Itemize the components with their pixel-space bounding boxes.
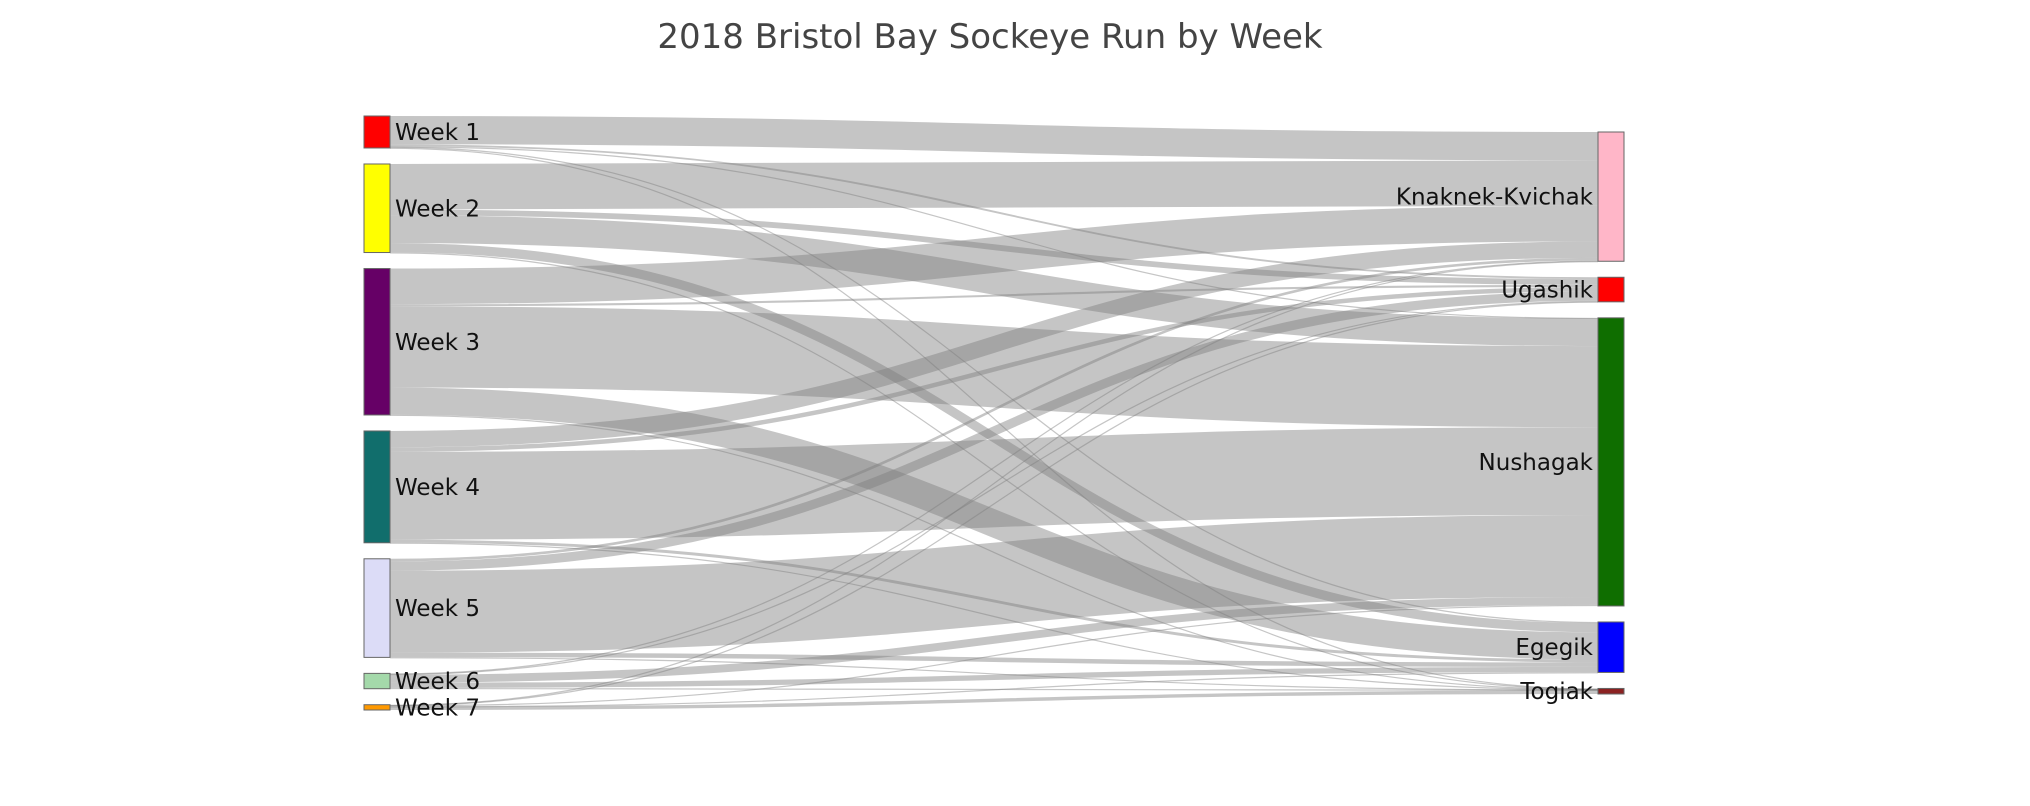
- link-week-6-to-knaknek-kvichak: [389, 260, 1599, 675]
- link-week-6-to-egegik: [389, 666, 1599, 688]
- labels-layer: Week 1 Week 2 Week 3 Week 4 Week 5 Week 6Week…: [395, 120, 1594, 721]
- node-label-week-7: Week 7: [395, 695, 480, 721]
- node-label-ugashik: Ugashik: [1501, 278, 1593, 304]
- node-knaknek-kvichak: [1597, 131, 1625, 262]
- link-week-7-to-egegik: [389, 672, 1599, 708]
- node-week-3: [363, 268, 391, 416]
- link-week-2-to-togiak: [389, 252, 1599, 690]
- links-layer: [389, 116, 1599, 711]
- link-week-6-to-nushagak: [389, 596, 1599, 683]
- chart-title: 2018 Bristol Bay Sockeye Run by Week: [657, 17, 1323, 57]
- link-week-7-to-knaknek-kvichak: [389, 260, 1599, 706]
- link-week-1-to-egegik: [389, 146, 1599, 624]
- link-week-1-to-knaknek-kvichak: [389, 116, 1599, 161]
- node-week-7: [363, 704, 391, 711]
- node-label-nushagak: Nushagak: [1479, 450, 1594, 476]
- node-week-2: [363, 163, 391, 254]
- link-week-5-to-nushagak: [389, 515, 1599, 653]
- link-week-7-to-togiak: [389, 690, 1599, 711]
- link-week-3-to-togiak: [389, 414, 1599, 691]
- nodes-layer: [363, 115, 1625, 711]
- link-week-4-to-nushagak: [389, 427, 1599, 540]
- node-togiak: [1597, 687, 1625, 695]
- node-label-week-1: Week 1: [395, 120, 480, 146]
- node-week-1: [363, 115, 391, 149]
- node-label-week-5: Week 5: [395, 596, 480, 622]
- link-week-2-to-nushagak: [389, 215, 1599, 347]
- link-week-7-to-ugashik: [389, 301, 1599, 707]
- node-nushagak: [1597, 317, 1625, 607]
- link-week-2-to-egegik: [389, 243, 1599, 633]
- link-week-5-to-togiak: [389, 657, 1599, 691]
- node-week-4: [363, 430, 391, 544]
- node-label-togiak: Togiak: [1519, 679, 1593, 705]
- link-week-1-to-togiak: [389, 147, 1599, 690]
- link-week-2-to-ugashik: [389, 209, 1599, 285]
- node-label-egegik: Egegik: [1515, 635, 1593, 661]
- link-week-3-to-ugashik: [389, 284, 1599, 307]
- node-label-week-6: Week 6: [395, 669, 480, 695]
- link-week-6-to-ugashik: [389, 300, 1599, 676]
- link-week-5-to-ugashik: [389, 291, 1599, 571]
- node-week-5: [363, 558, 391, 658]
- link-week-4-to-knaknek-kvichak: [389, 241, 1599, 448]
- link-week-5-to-knaknek-kvichak: [389, 257, 1599, 562]
- link-week-1-to-nushagak: [389, 146, 1599, 320]
- link-week-3-to-egegik: [389, 387, 1599, 660]
- link-week-3-to-knaknek-kvichak: [389, 205, 1599, 305]
- link-week-4-to-togiak: [389, 542, 1599, 691]
- node-ugashik: [1597, 276, 1625, 303]
- link-week-3-to-nushagak: [389, 306, 1599, 428]
- link-week-4-to-ugashik: [389, 287, 1599, 452]
- node-egegik: [1597, 621, 1625, 673]
- link-week-1-to-ugashik: [389, 144, 1599, 280]
- node-week-6: [363, 672, 391, 690]
- node-label-week-2: Week 2: [395, 196, 480, 222]
- link-week-5-to-egegik: [389, 652, 1599, 667]
- link-week-7-to-nushagak: [389, 604, 1599, 707]
- link-week-6-to-togiak: [389, 687, 1599, 691]
- node-label-knaknek-kvichak: Knaknek-Kvichak: [1396, 185, 1594, 211]
- node-label-week-4: Week 4: [395, 475, 480, 501]
- link-week-4-to-egegik: [389, 539, 1599, 663]
- node-label-week-3: Week 3: [395, 330, 480, 356]
- link-week-2-to-knaknek-kvichak: [389, 160, 1599, 210]
